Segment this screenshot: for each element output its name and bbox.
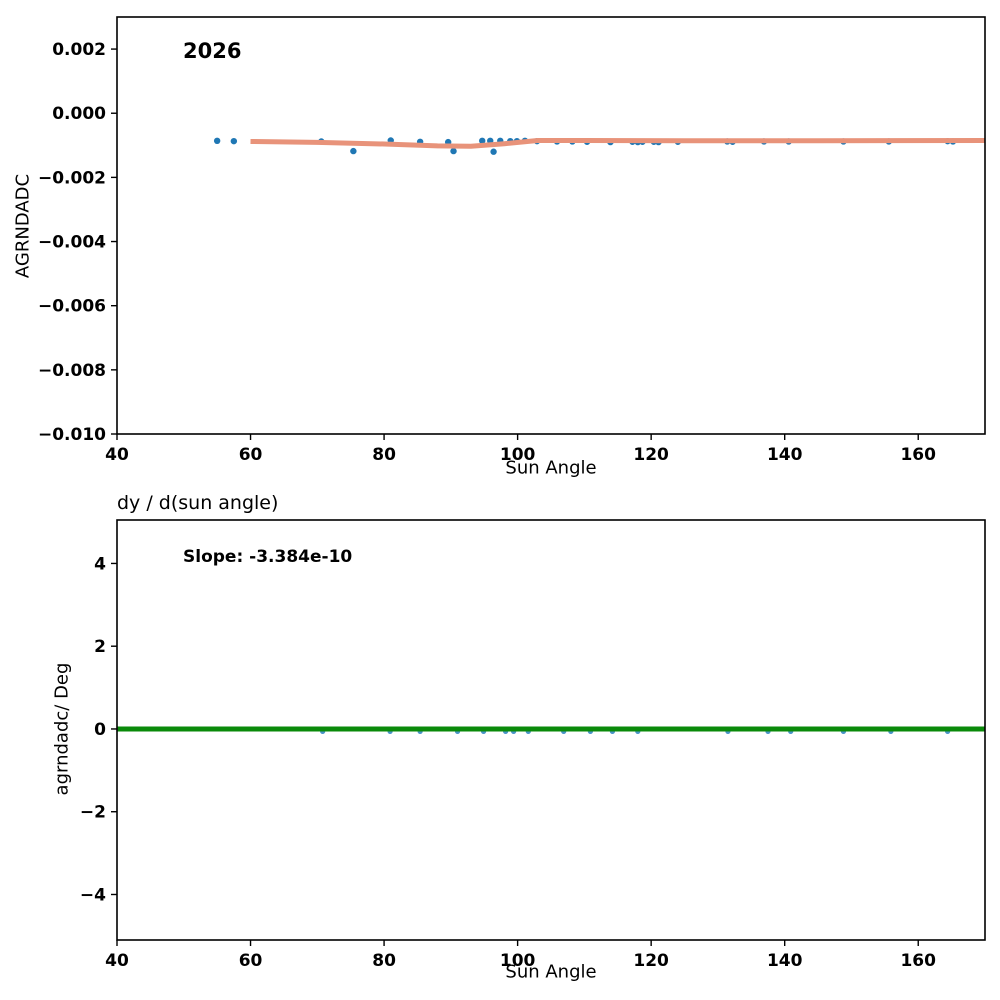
y-tick-label: −4 — [80, 885, 106, 905]
y-tick-label: −0.004 — [38, 233, 106, 253]
y-tick-label: −0.008 — [38, 361, 106, 381]
top-x-axis-label: Sun Angle — [505, 457, 597, 479]
x-tick-label: 80 — [372, 951, 396, 971]
scatter-point — [450, 147, 457, 155]
scatter-point — [213, 137, 221, 145]
y-tick-label: 0 — [94, 720, 106, 740]
y-tick-label: 4 — [94, 554, 106, 574]
plot-border — [116, 16, 986, 435]
scatter-point — [350, 147, 357, 155]
x-tick-label: 120 — [633, 951, 669, 971]
x-tick-label: 100 — [500, 445, 536, 465]
bottom-annotation-slope: Slope: -3.384e-10 — [183, 547, 353, 567]
x-tick-label: 140 — [767, 445, 803, 465]
scatter-point — [479, 137, 486, 145]
x-tick-label: 160 — [900, 445, 936, 465]
bottom-y-axis-label: agrndadc/ Deg — [51, 662, 73, 796]
top-y-axis-label: AGRNDADC — [12, 173, 34, 279]
agrndadc-vs-sun-angle-axes: 40 60 80 100 120 140 160 0.002 0.000 −0.002 −0.004… — [38, 16, 986, 465]
y-tick-label: 2 — [94, 637, 106, 657]
x-tick-label: 140 — [767, 951, 803, 971]
lowess-fit-line — [250, 138, 986, 149]
y-tick-label: −0.006 — [38, 297, 106, 317]
derivative-vs-sun-angle-axes: 40 60 80 100 120 140 160 4 2 0 −2 −4 — [80, 519, 986, 971]
y-tick-label: 0.000 — [52, 104, 106, 124]
x-tick-label: 100 — [500, 951, 536, 971]
x-tick-label: 80 — [372, 445, 396, 465]
x-tick-label: 60 — [239, 445, 263, 465]
x-tick-label: 120 — [633, 445, 669, 465]
scatter-point — [490, 148, 497, 155]
bottom-x-axis-label: Sun Angle — [505, 961, 597, 983]
bottom-plot-title: dy / d(sun angle) — [117, 492, 279, 514]
plot-border — [116, 519, 986, 941]
scatter-point — [230, 137, 238, 145]
x-tick-label: 40 — [105, 445, 129, 465]
x-tick-label: 40 — [105, 951, 129, 971]
y-tick-label: 0.002 — [52, 40, 106, 60]
x-tick-label: 60 — [239, 951, 263, 971]
x-tick-label: 160 — [900, 951, 936, 971]
y-tick-label: −0.002 — [38, 168, 106, 188]
y-tick-label: −0.010 — [38, 425, 106, 445]
y-tick-label: −2 — [80, 803, 106, 823]
top-annotation-year: 2026 — [183, 39, 242, 63]
